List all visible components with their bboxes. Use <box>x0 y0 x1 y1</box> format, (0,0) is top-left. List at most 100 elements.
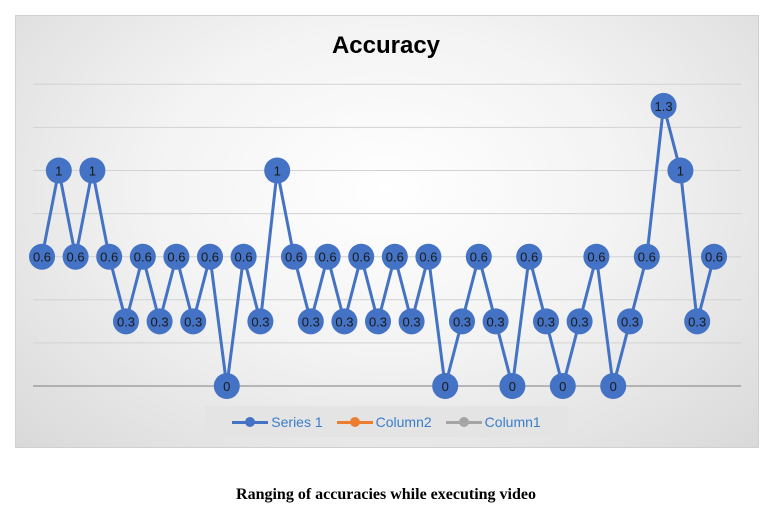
data-label: 0 <box>442 379 449 394</box>
figure-caption: Ranging of accuracies while executing vi… <box>236 486 536 503</box>
data-point: 0.3 <box>533 308 559 335</box>
legend-swatch <box>336 416 373 427</box>
data-marker <box>432 373 459 399</box>
data-point: 0 <box>499 373 526 399</box>
data-marker <box>79 157 106 184</box>
data-marker <box>583 243 610 270</box>
data-label: 0.3 <box>302 314 320 329</box>
data-point: 0.6 <box>281 243 307 270</box>
data-label: 0.6 <box>352 250 370 265</box>
data-point: 0 <box>600 373 627 399</box>
data-marker <box>449 308 475 335</box>
data-point: 0.3 <box>398 308 425 335</box>
data-label: 0.3 <box>117 314 135 329</box>
data-label: 1 <box>274 164 281 179</box>
data-label: 0.6 <box>386 250 404 265</box>
data-label: 0.6 <box>419 250 437 265</box>
data-marker <box>29 243 55 270</box>
data-point: 1.3 <box>650 92 677 119</box>
data-marker <box>365 308 391 335</box>
data-marker <box>180 308 207 335</box>
data-marker <box>398 308 425 335</box>
data-label: 0.3 <box>184 314 202 329</box>
data-marker <box>415 243 442 270</box>
data-label: 0 <box>509 379 516 394</box>
data-label: 0 <box>223 379 230 394</box>
data-point: 0 <box>549 373 576 399</box>
markers-group: 0.6 1 0.6 1 0.6 0.3 0.6 0.3 0.6 0.3 0.6 0 0.6 0.3 1 0.6… <box>29 92 727 399</box>
legend-swatch <box>232 416 269 427</box>
data-marker <box>197 243 223 270</box>
data-point: 0.6 <box>516 243 543 270</box>
data-label: 1 <box>89 164 96 179</box>
data-point: 0.3 <box>146 308 173 335</box>
data-label: 0.6 <box>201 250 219 265</box>
data-point: 0.3 <box>331 308 358 335</box>
data-point: 0.6 <box>129 243 156 270</box>
legend-label: Column2 <box>375 413 432 430</box>
gridlines <box>33 83 741 387</box>
data-label: 0.6 <box>470 250 488 265</box>
legend-label: Column1 <box>484 413 541 430</box>
data-marker <box>230 243 257 270</box>
chart-area <box>15 15 759 448</box>
data-point: 0.6 <box>29 243 55 270</box>
data-label: 0.3 <box>335 314 353 329</box>
data-point: 1 <box>667 157 694 184</box>
data-label: 0.3 <box>621 314 639 329</box>
data-marker <box>297 308 324 335</box>
data-marker <box>667 157 694 184</box>
data-point: 0.6 <box>96 243 123 270</box>
data-label: 0.3 <box>151 314 169 329</box>
data-marker <box>213 373 240 399</box>
legend-entry: Column1 <box>445 413 541 430</box>
data-point: 0.3 <box>566 308 593 335</box>
data-marker <box>617 308 643 335</box>
data-point: 0.3 <box>113 308 139 335</box>
data-label: 0.3 <box>403 314 421 329</box>
data-label: 0.6 <box>33 250 51 265</box>
legend: Series 1 Column2 Column1 <box>205 406 568 437</box>
data-marker <box>314 243 341 270</box>
data-label: 0.6 <box>134 250 152 265</box>
data-marker <box>516 243 543 270</box>
data-marker <box>45 157 72 184</box>
data-point: 0.3 <box>617 308 643 335</box>
data-label: 1 <box>677 164 684 179</box>
data-label: 0.3 <box>251 314 269 329</box>
data-label: 1 <box>55 164 62 179</box>
data-label: 0.6 <box>638 250 656 265</box>
data-marker <box>566 308 593 335</box>
data-point: 0.6 <box>163 243 190 270</box>
data-marker <box>499 373 526 399</box>
data-point: 0.3 <box>365 308 391 335</box>
data-marker <box>684 308 711 335</box>
data-label: 0.6 <box>319 250 337 265</box>
data-marker <box>113 308 139 335</box>
legend-swatch <box>445 416 482 427</box>
data-marker <box>146 308 173 335</box>
data-label: 0 <box>559 379 566 394</box>
data-point: 0.6 <box>583 243 610 270</box>
data-label: 0.3 <box>688 314 706 329</box>
data-label: 0.3 <box>537 314 555 329</box>
data-point: 1 <box>79 157 106 184</box>
data-label: 0.3 <box>571 314 589 329</box>
data-point: 0 <box>432 373 459 399</box>
data-marker <box>650 92 677 119</box>
data-marker <box>96 243 123 270</box>
data-point: 0.3 <box>297 308 324 335</box>
data-label: 0.6 <box>587 250 605 265</box>
legend-entry: Column2 <box>336 413 432 430</box>
data-point: 0.6 <box>633 243 660 270</box>
data-marker <box>633 243 660 270</box>
data-label: 1.3 <box>655 99 673 114</box>
data-marker <box>281 243 307 270</box>
data-label: 0 <box>610 379 617 394</box>
data-label: 0.6 <box>285 250 303 265</box>
data-marker <box>600 373 627 399</box>
data-point: 0.6 <box>197 243 223 270</box>
data-point: 0.6 <box>701 243 727 270</box>
data-marker <box>348 243 375 270</box>
